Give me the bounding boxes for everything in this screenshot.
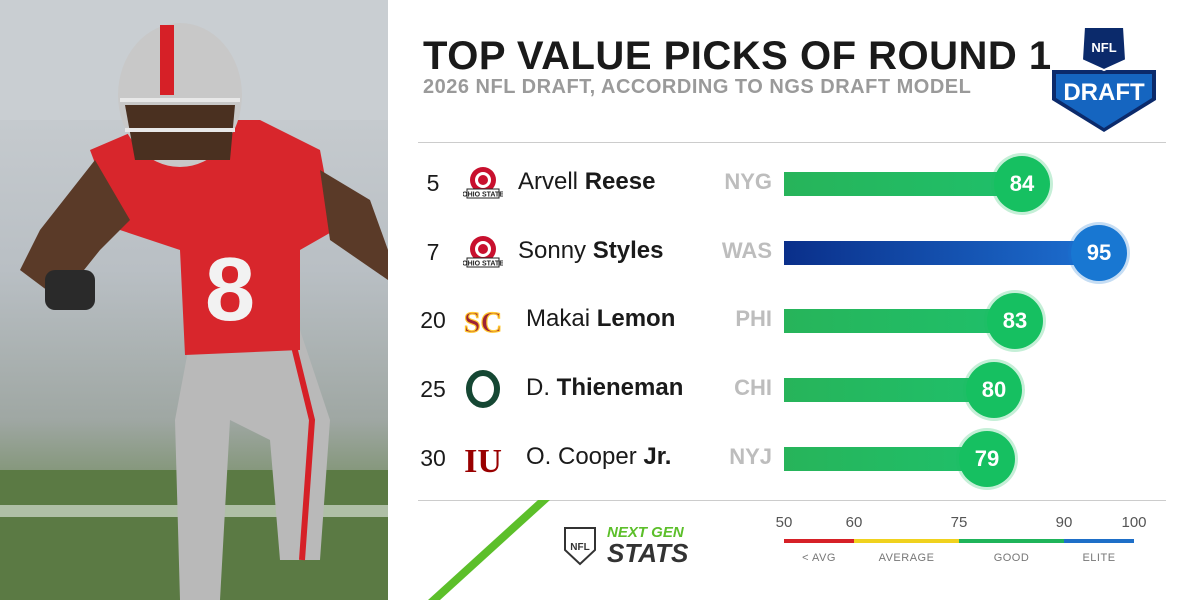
svg-text:OHIO STATE: OHIO STATE	[463, 192, 503, 199]
nfl-draft-logo: NFL DRAFT	[1052, 26, 1156, 132]
pick-number: 20	[420, 307, 446, 333]
scale-segment	[959, 539, 1064, 543]
player-first-name: Makai	[526, 305, 597, 332]
score-bar	[784, 172, 1022, 196]
brand-line2: STATS	[607, 538, 689, 568]
player-name: Sonny Styles	[518, 237, 663, 265]
score-bar	[784, 378, 994, 402]
bottom-divider	[418, 500, 1166, 501]
next-gen-stats-logo: NFL NEXT GEN STATS	[563, 522, 723, 572]
team-abbr: NYG	[724, 169, 772, 194]
page-subtitle: 2026 NFL DRAFT, ACCORDING TO NGS DRAFT M…	[423, 76, 972, 98]
player-first-name: Arvell	[518, 168, 585, 195]
player-first-name: O. Cooper	[526, 443, 644, 470]
score-badge: 84	[994, 156, 1050, 212]
nfl-shield-label: NFL	[570, 542, 589, 553]
scale-tick-label: 90	[1055, 514, 1073, 531]
nfl-shield-text: NFL	[1091, 40, 1116, 55]
nfl-shield-icon: NFL	[564, 527, 596, 566]
score-badge: 80	[966, 362, 1022, 418]
player-name: O. Cooper Jr.	[526, 443, 671, 471]
team-abbr: WAS	[721, 238, 772, 263]
score-bar	[784, 447, 987, 471]
score-bar	[784, 241, 1099, 265]
draft-logo-text: DRAFT	[1063, 79, 1145, 106]
scale-tick-label: 60	[845, 514, 863, 531]
svg-text:SC: SC	[464, 306, 502, 339]
accent-stripe	[428, 500, 550, 600]
pick-row: 30 IU O. Cooper Jr. NYJ 79	[388, 428, 1200, 488]
score-bar	[784, 309, 1015, 333]
player-photo: 8	[0, 0, 388, 600]
chart-panel: TOP VALUE PICKS OF ROUND 1 2026 NFL DRAF…	[388, 0, 1200, 600]
svg-text:IU: IU	[464, 443, 502, 478]
indiana-logo: IU	[464, 443, 502, 478]
score-badge: 79	[959, 431, 1015, 487]
top-divider	[418, 142, 1166, 143]
player-last-name: Jr.	[643, 443, 672, 470]
usc-logo: SC	[463, 305, 503, 339]
player-last-name: Styles	[592, 237, 664, 264]
player-last-name: Lemon	[596, 305, 676, 332]
player-illustration: 8	[0, 0, 388, 600]
team-abbr: NYJ	[729, 444, 772, 469]
player-first-name: D.	[526, 374, 557, 401]
ohio-state-logo: OHIO STATE	[463, 236, 503, 268]
brand-line1: NEXT GEN	[607, 524, 684, 541]
scale-segment	[784, 539, 854, 543]
player-last-name: Reese	[584, 168, 656, 195]
score-badge: 83	[987, 293, 1043, 349]
pick-number: 7	[426, 239, 440, 265]
scale-category-label: ELITE	[1082, 552, 1116, 564]
pick-row: 20 SC Makai Lemon PHI 83	[388, 290, 1200, 350]
svg-text:OHIO STATE: OHIO STATE	[463, 261, 503, 268]
scale-tick-label: 100	[1121, 514, 1147, 531]
oregon-logo	[466, 370, 500, 408]
player-first-name: Sonny	[518, 237, 593, 264]
scale-tick-label: 50	[775, 514, 793, 531]
pick-row: 5 OHIO STATE Arvell Reese NYG 84	[388, 153, 1200, 213]
ohio-state-logo: OHIO STATE	[463, 167, 503, 199]
jersey-number: 8	[205, 240, 255, 340]
player-last-name: Thieneman	[556, 374, 684, 401]
player-name: Arvell Reese	[518, 168, 655, 196]
pick-row: 25 D. Thieneman CHI 80	[388, 359, 1200, 419]
player-name: D. Thieneman	[526, 374, 683, 402]
scale-segment	[854, 539, 959, 543]
scale-segment	[1064, 539, 1134, 543]
pick-number: 25	[420, 376, 446, 402]
team-abbr: PHI	[735, 306, 772, 331]
team-abbr: CHI	[734, 375, 772, 400]
scale-category-label: < AVG	[802, 552, 836, 564]
player-name: Makai Lemon	[526, 305, 675, 333]
page-title: TOP VALUE PICKS OF ROUND 1	[423, 34, 1052, 78]
scale-category-label: GOOD	[993, 552, 1030, 564]
scale-tick-label: 75	[950, 514, 968, 531]
pick-row: 7 OHIO STATE Sonny Styles WAS 95	[388, 222, 1200, 282]
scale-category-label: AVERAGE	[878, 552, 935, 564]
pick-number: 5	[426, 170, 440, 196]
pick-number: 30	[420, 445, 446, 471]
score-badge: 95	[1071, 225, 1127, 281]
